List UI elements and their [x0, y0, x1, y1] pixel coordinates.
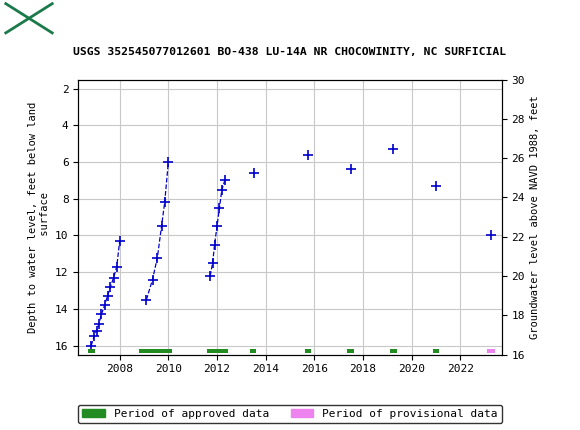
Bar: [139, 350, 172, 353]
Bar: [433, 350, 439, 353]
Bar: [6, 3, 52, 33]
Bar: [207, 350, 228, 353]
Y-axis label: Groundwater level above NAVD 1988, feet: Groundwater level above NAVD 1988, feet: [531, 95, 541, 339]
Legend: Period of approved data, Period of provisional data: Period of approved data, Period of provi…: [78, 405, 502, 424]
Y-axis label: Depth to water level, feet below land
 surface: Depth to water level, feet below land su…: [28, 101, 49, 333]
Bar: [487, 350, 495, 353]
Bar: [390, 350, 397, 353]
Bar: [88, 350, 95, 353]
Text: USGS: USGS: [61, 11, 108, 26]
Text: USGS 352545077012601 BO-438 LU-14A NR CHOCOWINITY, NC SURFICIAL: USGS 352545077012601 BO-438 LU-14A NR CH…: [74, 46, 506, 57]
Bar: [304, 350, 311, 353]
Bar: [347, 350, 354, 353]
Bar: [250, 350, 256, 353]
